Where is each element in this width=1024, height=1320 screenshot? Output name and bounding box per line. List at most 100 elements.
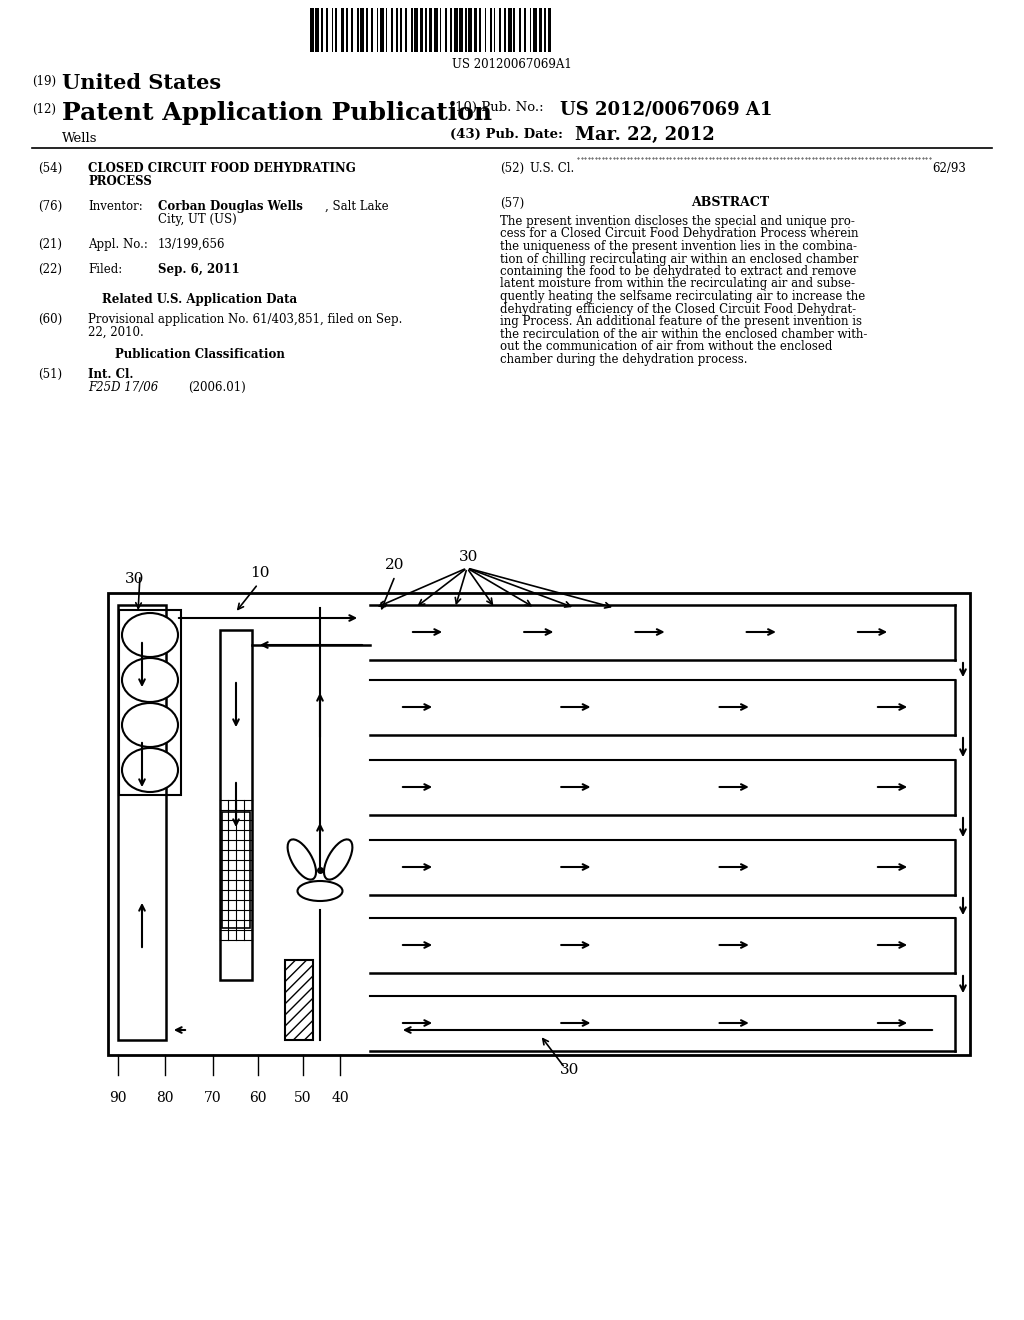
Text: (19): (19): [32, 75, 56, 88]
Bar: [222, 812, 250, 928]
Text: (10) Pub. No.:: (10) Pub. No.:: [450, 102, 548, 114]
Bar: [513, 8, 515, 51]
Text: (52): (52): [500, 162, 524, 176]
Text: 30: 30: [125, 572, 144, 586]
Bar: [420, 8, 423, 51]
Text: 80: 80: [157, 1092, 174, 1105]
Text: Filed:: Filed:: [88, 263, 122, 276]
Bar: [529, 8, 531, 51]
Text: Publication Classification: Publication Classification: [115, 348, 285, 360]
Text: (21): (21): [38, 238, 62, 251]
Ellipse shape: [122, 657, 178, 702]
Bar: [499, 8, 501, 51]
Bar: [341, 8, 344, 51]
Bar: [315, 8, 319, 51]
Bar: [310, 8, 313, 51]
Bar: [484, 8, 486, 51]
Bar: [400, 8, 401, 51]
Text: 20: 20: [385, 558, 404, 572]
Text: U.S. Cl.: U.S. Cl.: [530, 162, 574, 176]
Text: CLOSED CIRCUIT FOOD DEHYDRATING: CLOSED CIRCUIT FOOD DEHYDRATING: [88, 162, 355, 176]
Text: 90: 90: [110, 1092, 127, 1105]
Bar: [391, 8, 393, 51]
Text: (43) Pub. Date:: (43) Pub. Date:: [450, 128, 563, 141]
Text: cess for a Closed Circuit Food Dehydration Process wherein: cess for a Closed Circuit Food Dehydrati…: [500, 227, 858, 240]
Text: 30: 30: [560, 1063, 580, 1077]
Text: (51): (51): [38, 368, 62, 381]
Text: ing Process. An additional feature of the present invention is: ing Process. An additional feature of th…: [500, 315, 862, 327]
Text: chamber during the dehydration process.: chamber during the dehydration process.: [500, 352, 748, 366]
Text: City, UT (US): City, UT (US): [158, 213, 237, 226]
Bar: [332, 8, 334, 51]
Text: (2006.01): (2006.01): [188, 381, 246, 393]
Text: Provisional application No. 61/403,851, filed on Sep.: Provisional application No. 61/403,851, …: [88, 313, 402, 326]
Text: 13/199,656: 13/199,656: [158, 238, 225, 251]
Bar: [220, 630, 252, 979]
Bar: [524, 8, 526, 51]
Ellipse shape: [122, 748, 178, 792]
Bar: [494, 8, 496, 51]
Text: (60): (60): [38, 313, 62, 326]
Text: , Salt Lake: , Salt Lake: [325, 201, 389, 213]
Text: latent moisture from within the recirculating air and subse-: latent moisture from within the recircul…: [500, 277, 855, 290]
Ellipse shape: [298, 880, 342, 902]
Text: Sep. 6, 2011: Sep. 6, 2011: [158, 263, 240, 276]
Bar: [119, 610, 181, 795]
Ellipse shape: [122, 704, 178, 747]
Bar: [429, 8, 432, 51]
Bar: [415, 8, 418, 51]
Text: (76): (76): [38, 201, 62, 213]
Ellipse shape: [288, 840, 316, 879]
Text: Int. Cl.: Int. Cl.: [88, 368, 133, 381]
Bar: [490, 8, 492, 51]
Bar: [411, 8, 413, 51]
Bar: [386, 8, 387, 51]
Bar: [108, 593, 970, 1055]
Bar: [356, 8, 358, 51]
Bar: [544, 8, 546, 51]
Text: Appl. No.:: Appl. No.:: [88, 238, 147, 251]
Text: tion of chilling recirculating air within an enclosed chamber: tion of chilling recirculating air withi…: [500, 252, 858, 265]
Bar: [327, 8, 328, 51]
Bar: [377, 8, 379, 51]
Bar: [118, 605, 166, 1040]
Bar: [360, 8, 364, 51]
Text: 60: 60: [249, 1092, 266, 1105]
Text: (54): (54): [38, 162, 62, 176]
Bar: [451, 8, 453, 51]
Text: The present invention discloses the special and unique pro-: The present invention discloses the spec…: [500, 215, 855, 228]
Bar: [346, 8, 348, 51]
Bar: [439, 8, 441, 51]
Bar: [425, 8, 427, 51]
Bar: [505, 8, 506, 51]
Bar: [519, 8, 520, 51]
Text: quently heating the selfsame recirculating air to increase the: quently heating the selfsame recirculati…: [500, 290, 865, 304]
Bar: [380, 8, 384, 51]
Ellipse shape: [122, 612, 178, 657]
Text: 10: 10: [250, 566, 269, 579]
Bar: [474, 8, 477, 51]
Text: out the communication of air from without the enclosed: out the communication of air from withou…: [500, 341, 833, 352]
Text: 40: 40: [331, 1092, 349, 1105]
Bar: [460, 8, 463, 51]
Text: Mar. 22, 2012: Mar. 22, 2012: [575, 125, 715, 144]
Bar: [406, 8, 408, 51]
Text: 62/93: 62/93: [932, 162, 966, 176]
Text: Inventor:: Inventor:: [88, 201, 142, 213]
Bar: [434, 8, 438, 51]
Text: (12): (12): [32, 103, 56, 116]
Bar: [508, 8, 512, 51]
Bar: [468, 8, 472, 51]
Bar: [321, 8, 323, 51]
Text: Corban Douglas Wells: Corban Douglas Wells: [158, 201, 303, 213]
Text: F25D 17/06: F25D 17/06: [88, 381, 159, 393]
Text: US 2012/0067069 A1: US 2012/0067069 A1: [560, 102, 772, 119]
Ellipse shape: [324, 840, 352, 879]
Bar: [396, 8, 398, 51]
Text: US 20120067069A1: US 20120067069A1: [453, 58, 571, 71]
Text: containing the food to be dehydrated to extract and remove: containing the food to be dehydrated to …: [500, 265, 856, 279]
Text: ABSTRACT: ABSTRACT: [691, 195, 769, 209]
Text: PROCESS: PROCESS: [88, 176, 152, 187]
Text: the recirculation of the air within the enclosed chamber with-: the recirculation of the air within the …: [500, 327, 867, 341]
Bar: [285, 960, 313, 1040]
